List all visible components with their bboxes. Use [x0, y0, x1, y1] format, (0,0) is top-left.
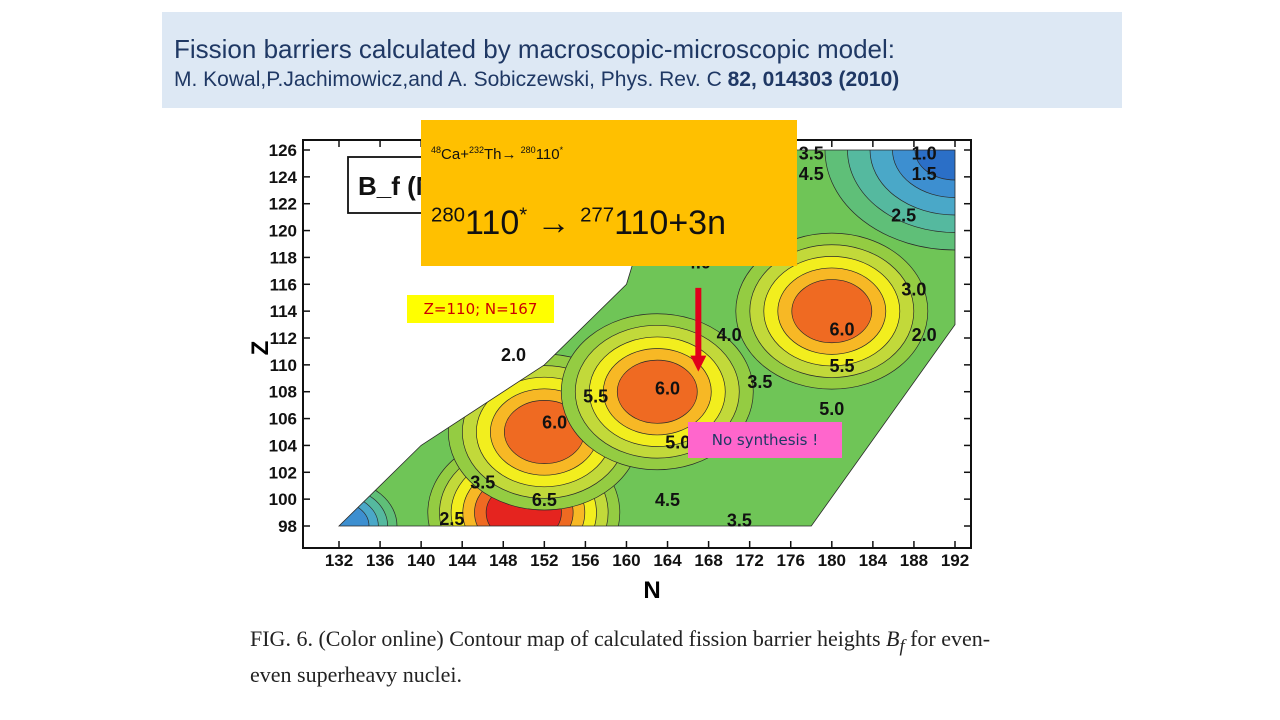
contour-band — [339, 501, 370, 526]
contour-label: 1.5 — [912, 164, 937, 184]
no-synthesis-label: No synthesis ! — [688, 422, 842, 458]
x-tick-label: 168 — [694, 551, 722, 570]
contour-label: 2.0 — [501, 345, 526, 365]
y-tick-label: 120 — [269, 222, 297, 241]
contour-band — [791, 279, 873, 344]
contour-label: 5.0 — [819, 399, 844, 419]
x-tick-label: 136 — [366, 551, 394, 570]
x-axis: 132 136 140 144 148 152 156 160 164 168 172 176 180 1… — [325, 140, 969, 570]
contour-label: 4.5 — [799, 164, 824, 184]
x-tick-label: 152 — [530, 551, 558, 570]
contour-label: 3.5 — [727, 510, 752, 530]
contour-label: 5.0 — [665, 432, 690, 452]
contour-label: 3.5 — [470, 473, 495, 493]
region-outline — [338, 149, 956, 527]
x-tick-label: 172 — [735, 551, 763, 570]
y-tick-label: 110 — [270, 356, 297, 375]
y-tick-label: 126 — [269, 141, 297, 160]
x-tick-label: 184 — [859, 551, 888, 570]
y-tick-label: 106 — [269, 410, 297, 429]
contour-label: 6.0 — [655, 379, 680, 399]
marker-arrow — [690, 287, 707, 372]
z-n-label: Z=110; N=167 — [407, 295, 554, 323]
x-axis-title: N — [643, 577, 660, 604]
y-tick-label: 102 — [269, 463, 297, 482]
contour-label: 4.5 — [655, 490, 680, 510]
y-tick-label: 112 — [270, 329, 297, 348]
x-tick-label: 188 — [900, 551, 928, 570]
reaction-box: 48Ca+232Th→ 280110* 280110* → 277110+3n — [421, 120, 797, 266]
contour-label: 6.0 — [830, 320, 855, 340]
contour-label: 3.5 — [747, 372, 772, 392]
x-tick-label: 180 — [818, 551, 846, 570]
decay-equation: 280110* → 277110+3n — [431, 204, 727, 242]
x-tick-label: 164 — [653, 551, 682, 570]
contour-band — [616, 359, 698, 424]
contour-label: 2.0 — [912, 325, 937, 345]
y-tick-label: 114 — [270, 302, 298, 321]
contour-label: 2.5 — [439, 509, 464, 529]
y-axis: 98 100 102 104 106 108 110 112 114 116 118 120 122 12… — [269, 141, 971, 536]
figure-caption: FIG. 6. (Color online) Contour map of ca… — [250, 626, 991, 688]
y-tick-label: 100 — [269, 490, 297, 509]
x-tick-label: 132 — [325, 551, 353, 570]
title-banner: Fission barriers calculated by macroscop… — [162, 12, 1122, 108]
contour-label: 5.5 — [583, 387, 608, 407]
contour-band — [914, 150, 955, 181]
y-axis-title: Z — [247, 341, 274, 356]
reference-authors: M. Kowal,P.Jachimowicz,and A. Sobiczewsk… — [174, 68, 728, 91]
y-tick-label: 108 — [269, 383, 297, 402]
y-tick-label: 104 — [269, 436, 298, 455]
x-tick-label: 148 — [489, 551, 517, 570]
contour-label: 5.5 — [830, 356, 855, 376]
contour-label: 2.5 — [891, 205, 916, 225]
x-tick-label: 140 — [407, 551, 435, 570]
x-tick-label: 156 — [571, 551, 599, 570]
x-tick-label: 176 — [777, 551, 805, 570]
reaction-equation: 48Ca+232Th→ 280110* — [431, 145, 564, 164]
contour-label: 6.0 — [542, 412, 567, 432]
contour-label: 6.5 — [532, 490, 557, 510]
y-tick-label: 122 — [269, 195, 297, 214]
x-tick-label: 192 — [941, 551, 969, 570]
contour-band — [892, 150, 955, 198]
slide-title: Fission barriers calculated by macroscop… — [174, 34, 896, 64]
y-tick-label: 118 — [270, 248, 297, 267]
contour-label: 3.5 — [799, 144, 824, 164]
contour-label: 4.0 — [717, 325, 742, 345]
y-tick-label: 124 — [269, 168, 298, 187]
contour-label: 1.0 — [912, 144, 937, 164]
reference-line: M. Kowal,P.Jachimowicz,and A. Sobiczewsk… — [174, 68, 899, 92]
y-tick-label: 116 — [270, 275, 297, 294]
y-tick-label: 98 — [278, 517, 297, 536]
x-tick-label: 160 — [612, 551, 640, 570]
x-tick-label: 144 — [448, 551, 477, 570]
contour-label: 3.0 — [901, 279, 926, 299]
reference-volume: 82, 014303 (2010) — [727, 68, 900, 91]
